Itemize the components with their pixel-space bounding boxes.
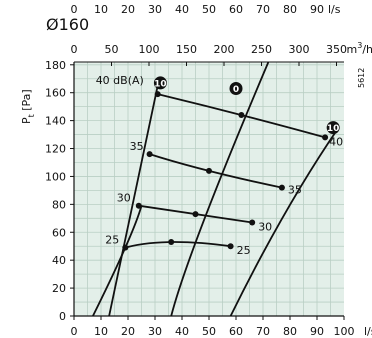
x-bottom-tick-label: 40 [175, 325, 189, 338]
intersection-point [122, 244, 129, 251]
chart-title: Ø160 [46, 15, 89, 34]
y-tick-label: 100 [45, 170, 66, 183]
m3h-tick-label: 50 [105, 43, 119, 56]
intersection-point [192, 211, 199, 218]
m3h-tick-label: 350 [326, 43, 347, 56]
m3h-unit: m3/h [347, 41, 372, 56]
x-top-tick-label: 80 [283, 3, 297, 16]
sound-level-label: 25 [105, 234, 119, 247]
x-top-tick-label: 20 [121, 3, 135, 16]
intersection-point [206, 167, 212, 174]
sound-level-label: 35 [288, 184, 302, 197]
chart-code: 5612 [357, 68, 366, 88]
x-bottom-tick-label: 10 [94, 325, 108, 338]
intersection-point [154, 91, 161, 98]
intersection-point [238, 112, 245, 119]
grid [74, 62, 344, 316]
damper-position-badge [326, 121, 340, 135]
sound-level-label: 30 [258, 220, 272, 233]
damper-position-label: 0 [233, 85, 239, 95]
x-top-unit: l/s [328, 3, 341, 16]
sound-level-label: 40 [329, 135, 343, 148]
sound-level-label: 30 [117, 192, 131, 205]
curves [92, 62, 340, 316]
x-bottom-tick-label: 50 [202, 325, 216, 338]
y-axis-label: Pt [Pa] [20, 89, 36, 124]
intersection-point [146, 151, 153, 158]
m3h-tick-label: 100 [139, 43, 160, 56]
x-top-tick-label: 70 [256, 3, 270, 16]
x-top-tick-label: 10 [94, 3, 108, 16]
sound-level-label: 40 dB(A) [96, 74, 144, 87]
intersection-point [322, 134, 329, 141]
intersection-point [135, 202, 142, 209]
x-bottom-tick-label: 90 [310, 325, 324, 338]
m3h-tick-label: 300 [289, 43, 310, 56]
damper-position-badge [153, 76, 167, 90]
damper-curve [170, 62, 270, 316]
damper-position-label: 10 [154, 79, 167, 89]
y-tick-label: 140 [45, 115, 66, 128]
y-tick-label: 0 [59, 310, 66, 323]
y-tick-label: 180 [45, 59, 66, 72]
damper-curve [108, 85, 159, 316]
damper-position-label: 10 [327, 124, 340, 134]
m3h-tick-label: 200 [214, 43, 235, 56]
y-tick-label: 60 [52, 226, 66, 239]
sound-level-label: 25 [237, 244, 251, 257]
y-tick-label: 120 [45, 143, 66, 156]
damper-curve [229, 127, 340, 316]
m3h-tick-label: 150 [176, 43, 197, 56]
x-bottom-tick-label: 0 [71, 325, 78, 338]
intersection-point [168, 239, 175, 246]
y-tick-label: 40 [52, 254, 66, 267]
m3h-tick-label: 250 [251, 43, 272, 56]
x-top-tick-label: 60 [229, 3, 243, 16]
x-bottom-tick-label: 20 [121, 325, 135, 338]
damper-position-badge [229, 82, 243, 96]
x-top-tick-label: 90 [310, 3, 324, 16]
x-bottom-tick-label: 80 [283, 325, 297, 338]
x-top-tick-label: 0 [71, 3, 78, 16]
y-tick-label: 20 [52, 282, 66, 295]
intersection-point [227, 243, 234, 250]
x-bottom-tick-label: 70 [256, 325, 270, 338]
x-bottom-tick-label: 100 [334, 325, 355, 338]
sound-level-label: 35 [130, 140, 144, 153]
y-tick-label: 160 [45, 87, 66, 100]
x-top-tick-label: 30 [148, 3, 162, 16]
x-top-tick-label: 40 [175, 3, 189, 16]
x-bottom-tick-label: 30 [148, 325, 162, 338]
intersection-point [249, 219, 256, 226]
y-tick-label: 80 [52, 198, 66, 211]
x-bottom-tick-label: 60 [229, 325, 243, 338]
x-top-tick-label: 50 [202, 3, 216, 16]
x-bottom-unit: l/s [364, 325, 372, 338]
m3h-tick-label: 0 [71, 43, 78, 56]
axes [70, 61, 345, 320]
intersection-point [278, 184, 285, 191]
